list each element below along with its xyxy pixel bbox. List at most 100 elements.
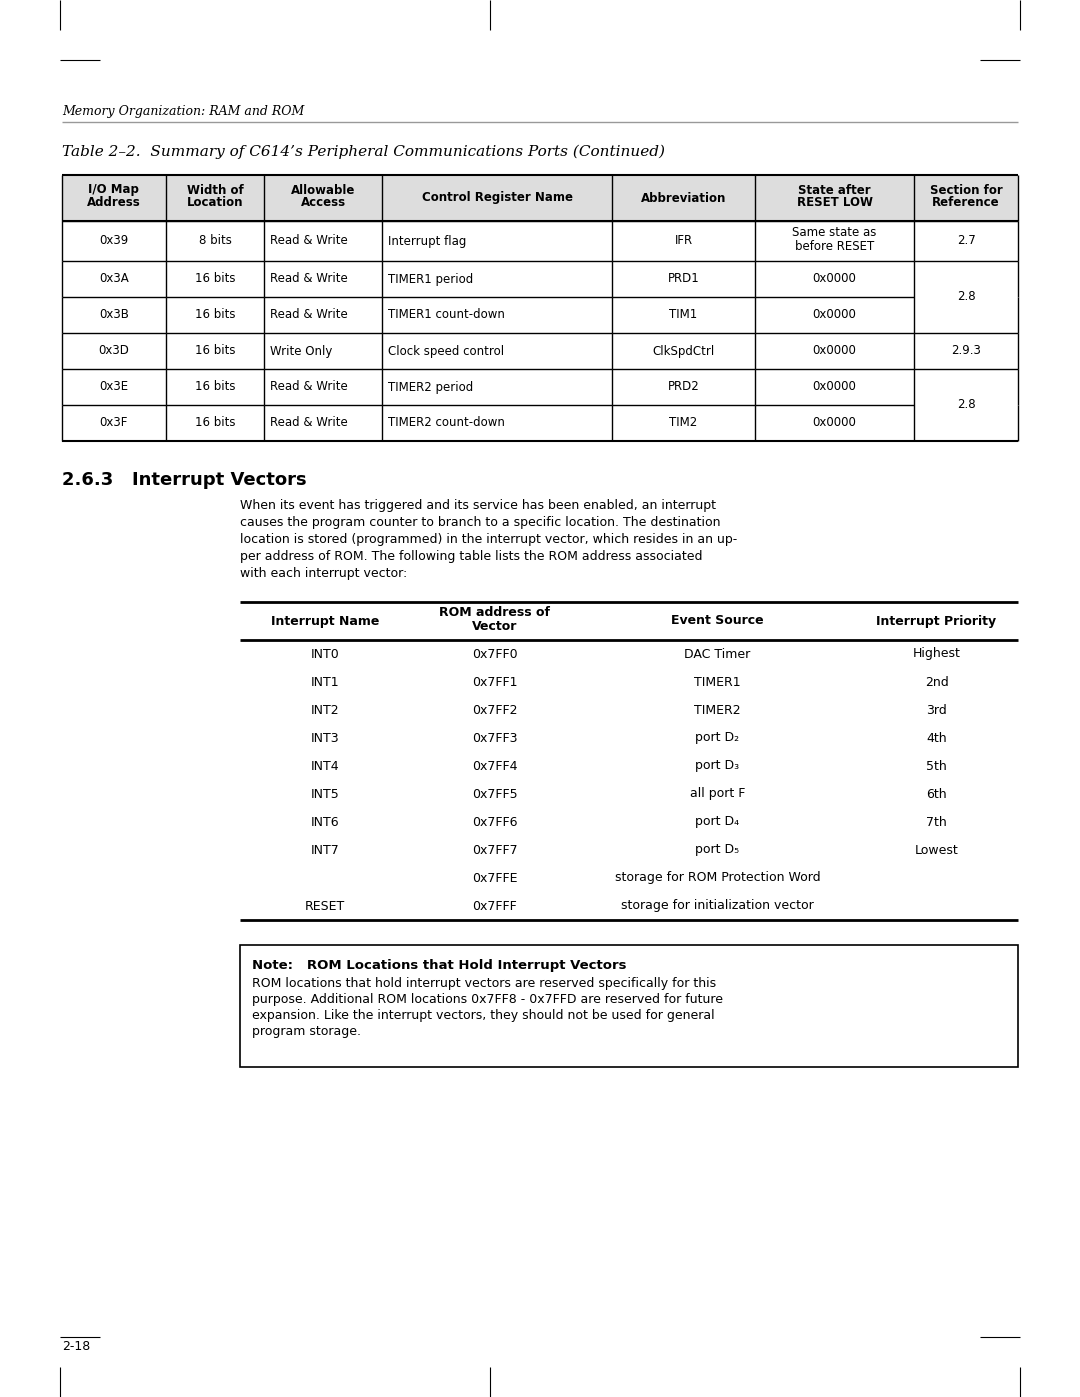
Text: Read & Write: Read & Write (270, 380, 348, 394)
Text: 2.8: 2.8 (957, 291, 975, 303)
Text: 4th: 4th (927, 732, 947, 745)
Text: 16 bits: 16 bits (194, 345, 235, 358)
Text: TIMER2: TIMER2 (694, 704, 741, 717)
Text: 0x0000: 0x0000 (813, 416, 856, 429)
Text: purpose. Additional ROM locations 0x7FF8 - 0x7FFD are reserved for future: purpose. Additional ROM locations 0x7FF8… (252, 993, 723, 1006)
Text: Clock speed control: Clock speed control (388, 345, 504, 358)
Text: TIMER2 period: TIMER2 period (388, 380, 473, 394)
Text: 6th: 6th (927, 788, 947, 800)
Text: Section for: Section for (930, 183, 1002, 197)
Text: 0x7FF6: 0x7FF6 (472, 816, 517, 828)
Text: INT7: INT7 (311, 844, 339, 856)
Text: Note:   ROM Locations that Hold Interrupt Vectors: Note: ROM Locations that Hold Interrupt … (252, 958, 626, 972)
Text: DAC Timer: DAC Timer (685, 647, 751, 661)
Text: Event Source: Event Source (671, 615, 764, 627)
Text: 0x7FF1: 0x7FF1 (472, 676, 517, 689)
Text: Allowable: Allowable (291, 183, 355, 197)
Text: location is stored (programmed) in the interrupt vector, which resides in an up-: location is stored (programmed) in the i… (240, 534, 738, 546)
Text: INT0: INT0 (311, 647, 339, 661)
Bar (755, 175, 915, 221)
Text: before RESET: before RESET (795, 240, 875, 253)
Text: per address of ROM. The following table lists the ROM address associated: per address of ROM. The following table … (240, 550, 702, 563)
Text: 16 bits: 16 bits (194, 272, 235, 285)
Text: INT1: INT1 (311, 676, 339, 689)
Bar (165, 175, 265, 221)
Text: storage for initialization vector: storage for initialization vector (621, 900, 813, 912)
Text: 2-18: 2-18 (62, 1340, 91, 1354)
Text: Vector: Vector (472, 620, 517, 633)
Bar (915, 175, 1018, 221)
Text: Address: Address (87, 197, 140, 210)
Text: Lowest: Lowest (915, 844, 958, 856)
Text: 2nd: 2nd (924, 676, 948, 689)
Text: Read & Write: Read & Write (270, 235, 348, 247)
Text: INT5: INT5 (311, 788, 339, 800)
Text: causes the program counter to branch to a specific location. The destination: causes the program counter to branch to … (240, 515, 720, 529)
Bar (240, 944, 1018, 1067)
Text: Read & Write: Read & Write (270, 309, 348, 321)
Text: RESET: RESET (305, 900, 345, 912)
Text: Reference: Reference (932, 197, 1000, 210)
Text: PRD2: PRD2 (667, 380, 700, 394)
Text: PRD1: PRD1 (667, 272, 700, 285)
Text: 3rd: 3rd (927, 704, 947, 717)
Text: 0x3A: 0x3A (99, 272, 129, 285)
Text: State after: State after (798, 183, 870, 197)
Text: 7th: 7th (927, 816, 947, 828)
Text: Read & Write: Read & Write (270, 416, 348, 429)
Text: 0x7FF7: 0x7FF7 (472, 844, 517, 856)
Text: storage for ROM Protection Word: storage for ROM Protection Word (615, 872, 820, 884)
Text: expansion. Like the interrupt vectors, they should not be used for general: expansion. Like the interrupt vectors, t… (252, 1009, 715, 1023)
Text: RESET LOW: RESET LOW (797, 197, 873, 210)
Text: 0x3F: 0x3F (99, 416, 129, 429)
Text: Interrupt Priority: Interrupt Priority (877, 615, 997, 627)
Text: Interrupt Name: Interrupt Name (271, 615, 379, 627)
Bar (265, 175, 382, 221)
Text: Write Only: Write Only (270, 345, 333, 358)
Text: TIMER1 period: TIMER1 period (388, 272, 473, 285)
Text: 16 bits: 16 bits (194, 309, 235, 321)
Text: TIM1: TIM1 (670, 309, 698, 321)
Text: 8 bits: 8 bits (199, 235, 231, 247)
Text: 0x7FF0: 0x7FF0 (472, 647, 517, 661)
Text: Location: Location (187, 197, 243, 210)
Text: INT4: INT4 (311, 760, 339, 773)
Text: port D₅: port D₅ (696, 844, 740, 856)
Text: Abbreviation: Abbreviation (640, 191, 726, 204)
Text: Highest: Highest (913, 647, 960, 661)
Text: 0x3B: 0x3B (99, 309, 129, 321)
Text: 0x0000: 0x0000 (813, 272, 856, 285)
Text: ROM address of: ROM address of (440, 606, 550, 619)
Text: 2.8: 2.8 (957, 398, 975, 412)
Text: Read & Write: Read & Write (270, 272, 348, 285)
Text: TIMER1 count-down: TIMER1 count-down (388, 309, 504, 321)
Text: 2.6.3   Interrupt Vectors: 2.6.3 Interrupt Vectors (62, 471, 307, 489)
Text: INT3: INT3 (311, 732, 339, 745)
Text: When its event has triggered and its service has been enabled, an interrupt: When its event has triggered and its ser… (240, 499, 716, 511)
Text: port D₃: port D₃ (696, 760, 740, 773)
Text: 2.7: 2.7 (957, 235, 975, 247)
Text: Same state as: Same state as (793, 226, 877, 239)
Text: Width of: Width of (187, 183, 243, 197)
Text: port D₄: port D₄ (696, 816, 740, 828)
Text: 0x3D: 0x3D (98, 345, 130, 358)
Text: 0x7FFE: 0x7FFE (472, 872, 517, 884)
Text: 0x7FF2: 0x7FF2 (472, 704, 517, 717)
Text: 0x0000: 0x0000 (813, 345, 856, 358)
Text: I/O Map: I/O Map (89, 183, 139, 197)
Text: INT2: INT2 (311, 704, 339, 717)
Text: 2.9.3: 2.9.3 (951, 345, 981, 358)
Text: 5th: 5th (927, 760, 947, 773)
Text: TIMER1: TIMER1 (694, 676, 741, 689)
Text: Interrupt flag: Interrupt flag (388, 235, 467, 247)
Text: program storage.: program storage. (252, 1025, 361, 1038)
Bar (382, 175, 612, 221)
Text: 0x7FFF: 0x7FFF (472, 900, 517, 912)
Text: 0x7FF3: 0x7FF3 (472, 732, 517, 745)
Bar (62, 175, 165, 221)
Text: IFR: IFR (675, 235, 692, 247)
Text: all port F: all port F (690, 788, 745, 800)
Text: ClkSpdCtrl: ClkSpdCtrl (652, 345, 715, 358)
Text: 0x3E: 0x3E (99, 380, 129, 394)
Text: Access: Access (300, 197, 346, 210)
